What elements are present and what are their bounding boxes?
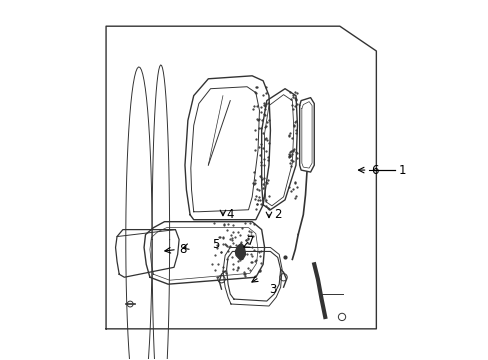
Polygon shape	[190, 87, 259, 212]
Polygon shape	[301, 102, 311, 168]
Text: 8: 8	[179, 243, 186, 256]
Polygon shape	[261, 89, 297, 210]
Text: 7: 7	[246, 235, 254, 248]
Text: 1: 1	[397, 163, 405, 176]
Polygon shape	[235, 243, 245, 260]
Polygon shape	[226, 251, 280, 301]
Polygon shape	[144, 222, 264, 284]
Text: 6: 6	[370, 163, 378, 176]
Text: 4: 4	[226, 208, 234, 221]
Polygon shape	[184, 76, 270, 220]
Polygon shape	[299, 98, 314, 172]
Text: 3: 3	[268, 283, 276, 296]
Text: 5: 5	[212, 238, 219, 251]
Polygon shape	[115, 230, 179, 277]
Text: 2: 2	[274, 208, 281, 221]
